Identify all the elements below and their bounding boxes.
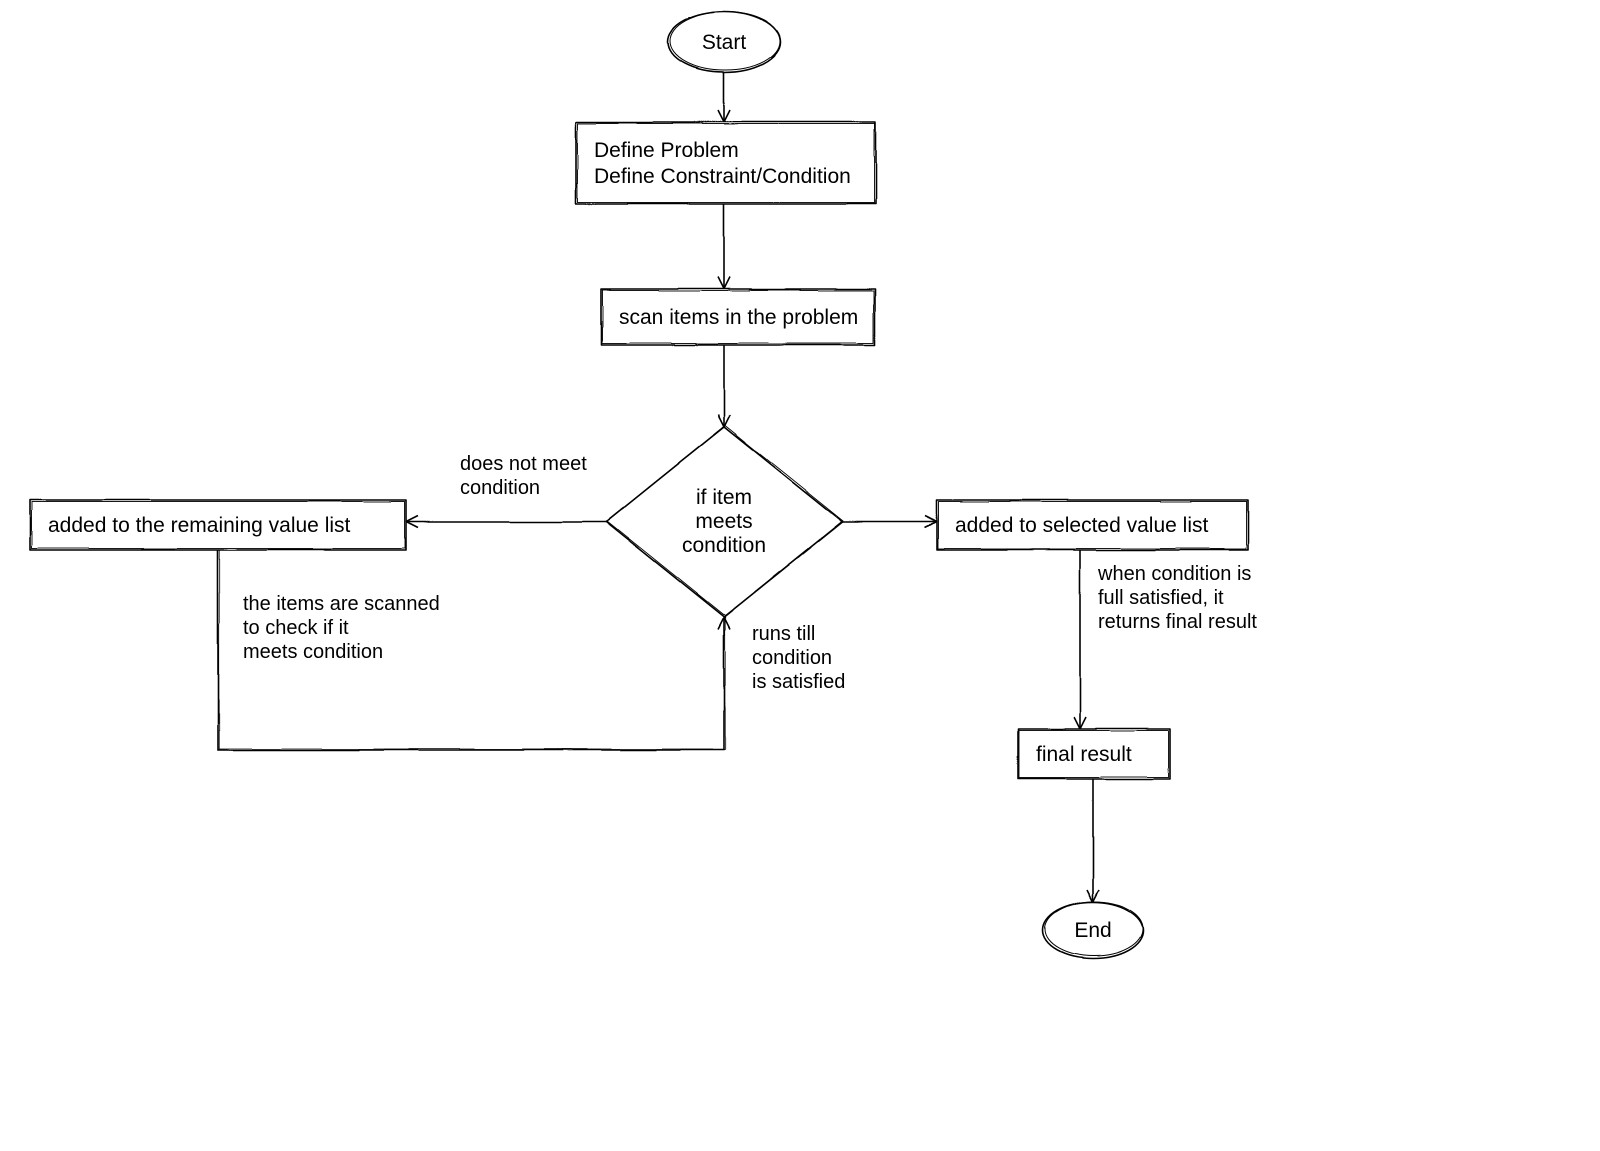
node-remaining-label: added to the remaining value list: [48, 514, 351, 537]
edge-e_decision_left-label: does not meetcondition: [460, 453, 587, 499]
node-start: Start: [668, 12, 780, 72]
node-scan: scan items in the problem: [601, 289, 875, 345]
node-selected: added to selected value list: [937, 500, 1248, 550]
node-final-label: final result: [1036, 743, 1132, 766]
node-final: final result: [1018, 729, 1170, 779]
edge-e_scan_decision: [718, 344, 730, 427]
edge-e_loop-label2: runs tillconditionis satisfied: [752, 623, 845, 693]
node-decision: if itemmeetscondition: [606, 426, 843, 617]
edge-e_decision_left: [406, 516, 607, 528]
node-remaining: added to the remaining value list: [30, 500, 406, 550]
node-end-label: End: [1074, 919, 1111, 942]
edge-e_selected_final: [1074, 549, 1086, 729]
edge-e_final_end: [1087, 778, 1099, 902]
edge-e_define_scan: [718, 203, 730, 289]
node-selected-label: added to selected value list: [955, 514, 1208, 537]
node-start-label: Start: [702, 31, 747, 54]
edge-e_start_define: [718, 71, 730, 122]
edge-e_selected_final-label: when condition isfull satisfied, itretur…: [1097, 563, 1257, 633]
edge-e_decision_right: [842, 516, 938, 528]
node-end: End: [1043, 902, 1143, 958]
edge-e_loop-label: the items are scannedto check if itmeets…: [243, 593, 440, 663]
node-scan-label: scan items in the problem: [619, 306, 858, 329]
flowchart-canvas: Start Define ProblemDefine Constraint/Con…: [0, 0, 1600, 1151]
node-define: Define ProblemDefine Constraint/Conditio…: [576, 122, 876, 204]
